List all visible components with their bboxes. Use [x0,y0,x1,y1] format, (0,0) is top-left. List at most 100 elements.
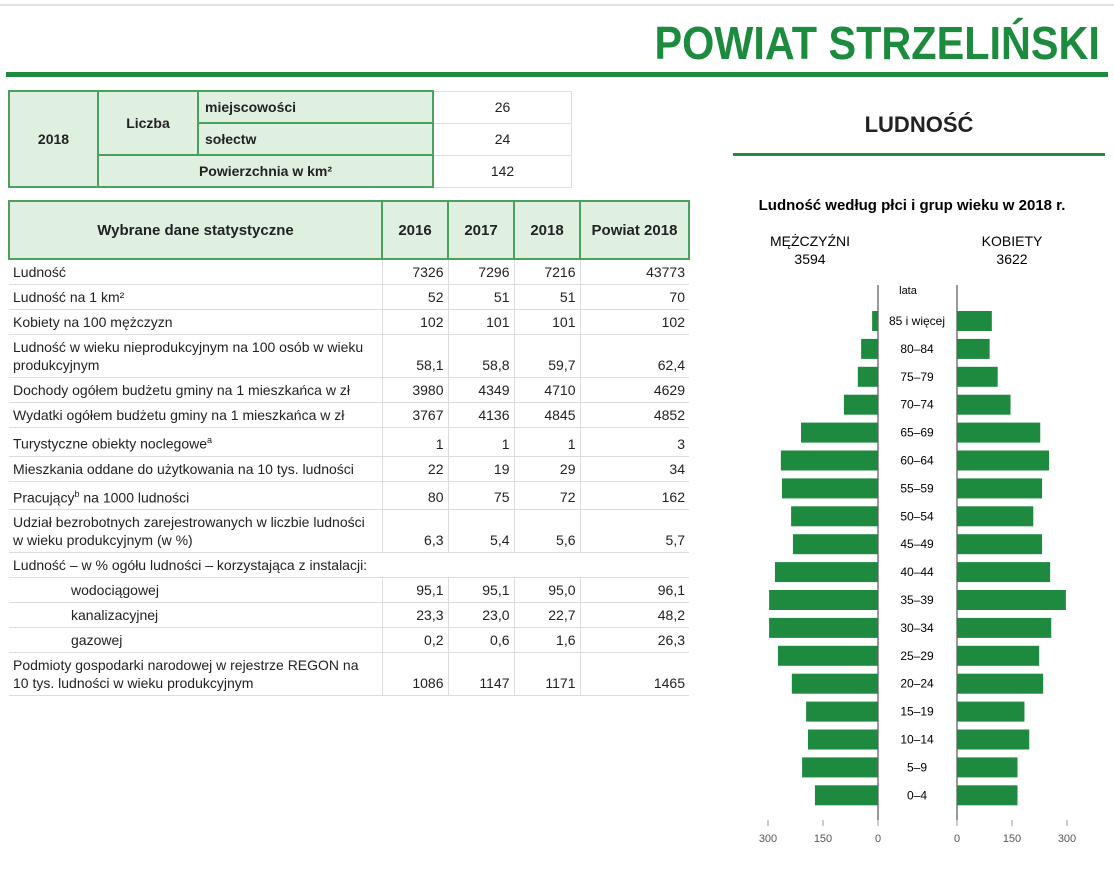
bar [957,338,990,359]
label-text: na 1000 ludności [83,489,190,506]
bar [777,645,878,666]
column-header: 2018 [513,200,581,260]
cell-value: 5,7 [579,509,689,554]
section-rule [733,153,1105,156]
bar [957,422,1041,443]
title-rule [6,72,1108,77]
x-tick-label: 0 [875,833,881,845]
table-row: Ludność w wieku nieprodukcyjnym na 100 o… [9,334,689,378]
column-header: 2016 [381,200,449,260]
bar [861,338,878,359]
cell-value: 95,1 [447,577,514,604]
bar [791,506,878,527]
category-label: 70–74 [900,398,934,412]
cell-value: 101 [447,309,514,335]
group: Liczba [97,90,199,156]
bar [791,673,878,694]
cell-value: 26,3 [579,627,689,654]
row-label: kanalizacyjnej [9,602,382,629]
label-text: Ludność na 1 km² [13,289,125,305]
label-text: kanalizacyjnej [71,607,159,624]
cell-value: 7216 [513,259,580,285]
cell-value: 0,2 [381,627,448,654]
label-text: gazowej [71,632,123,649]
top-line [0,4,1114,6]
footnote-mark: a [207,435,213,445]
table-row: Ludność – w % ogółu ludności – korzystaj… [9,552,689,579]
row-label: Pracującyb na 1000 ludności [9,481,382,511]
legend-label: KOBIETY [982,233,1043,249]
bar [957,645,1040,666]
row-label: Ludność [9,259,382,285]
cell-value: 51 [447,284,514,310]
cell-value: 3980 [381,377,448,403]
label-text: wodociągowej [71,582,159,599]
bar [957,673,1044,694]
table-row: Kobiety na 100 mężczyzn 102 101 101 102 [9,309,689,335]
label-text: Mieszkania oddane do użytkowania na 10 t… [13,460,354,477]
cell-value: 75 [447,481,514,511]
category-label: 25–29 [900,649,934,663]
label-text: Turystyczne obiekty noclegowe [13,435,208,452]
bar [780,450,878,471]
cell-value: 1086 [381,652,448,697]
cell-value: 0,6 [447,627,514,654]
cell-value: 23,3 [381,602,448,629]
bar [957,757,1018,778]
cell-value: 58,8 [447,334,514,378]
table-row: Podmioty gospodarki narodowej w rejestrz… [9,652,689,697]
cell-value: 95,0 [513,577,580,604]
category-label: 30–34 [900,621,934,635]
column-header: Wybrane dane statystyczne [8,200,383,260]
category-label: 20–24 [900,677,934,691]
category-label: 0–4 [907,788,927,802]
cell-value: 5,6 [513,509,580,554]
year: 2018 [8,90,99,188]
cell-value: 51 [513,284,580,310]
category-label: 85 i więcej [889,314,945,328]
table-row: Turystyczne obiekty noclegowea 1 1 1 3 [9,427,689,457]
label-text: Pracujący [13,489,75,506]
cell-value: 80 [381,481,448,511]
cell-value: 23,0 [447,602,514,629]
bar [769,617,878,638]
cell-value: 62,4 [579,334,689,378]
category-label: 15–19 [900,705,934,719]
chart-title: Ludność według płci i grup wieku w 2018 … [759,197,1066,214]
cell-value: 4349 [447,377,514,403]
bar [957,506,1034,527]
table-row: Udział bezrobotnych zarejestrowanych w l… [9,509,689,554]
bar [872,311,878,331]
bar [802,757,878,778]
cell-value: 59,7 [513,334,580,378]
row-label: Ludność – w % ogółu ludności – korzystaj… [9,552,689,579]
table-row: Ludność na 1 km² 52 51 51 70 [9,284,689,310]
category-label: 45–49 [900,537,934,551]
table-row: wodociągowej 95,1 95,1 95,0 96,1 [9,577,689,604]
bar [957,729,1030,750]
summary-table: 2018 Liczba miejscowości 26 sołectw 24 P… [8,90,572,188]
bar [769,590,878,610]
category-label: 80–84 [900,342,934,356]
category-label: 65–69 [900,426,934,440]
category-label: 55–59 [900,481,934,495]
bar [957,311,992,331]
row-label: Udział bezrobotnych zarejestrowanych w l… [9,509,382,554]
axis-label: lata [899,285,918,297]
row-label: Powierzchnia w km² [97,154,434,188]
table-row: Mieszkania oddane do użytkowania na 10 t… [9,456,689,482]
row-label: Ludność na 1 km² [9,284,382,310]
cell-value: 29 [513,456,580,482]
bar [857,366,878,387]
label-text: Ludność – w % ogółu ludności – korzystaj… [13,557,368,574]
footnote-mark: b [74,488,80,499]
x-tick-label: 150 [814,833,832,845]
cell-value: 43773 [579,259,689,285]
label-text: Ludność w wieku nieprodukcyjnym na 100 o… [13,339,364,373]
cell-value: 102 [381,309,448,335]
row-label: wodociągowej [9,577,382,604]
cell-value: 4852 [579,402,689,428]
category-label: 60–64 [900,454,934,468]
cell-value: 1,6 [513,627,580,654]
